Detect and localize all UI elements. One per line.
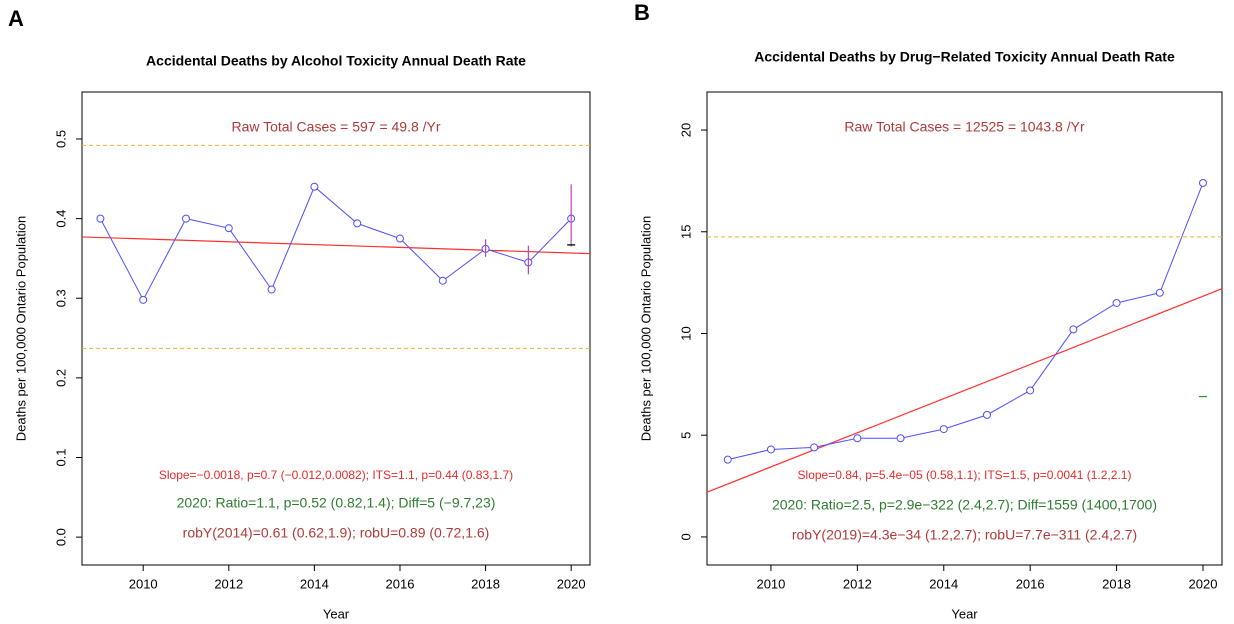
data-point (1069, 325, 1078, 334)
annotation: robY(2019)=4.3e−34 (1.2,2.7); robU=7.7e−… (792, 527, 1137, 543)
annotation: Raw Total Cases = 597 = 49.8 /Yr (231, 119, 440, 135)
trend-line (706, 288, 1223, 493)
plot-frame (81, 91, 591, 566)
panel-label: A (8, 6, 24, 31)
annotation: Slope=0.84, p=5.4e−05 (0.58,1.1); ITS=1.… (798, 468, 1132, 482)
panel-label: B (634, 0, 650, 25)
data-point (896, 434, 905, 443)
data-point (395, 234, 404, 243)
x-tick-label: 2020 (557, 576, 586, 591)
y-axis-label: Deaths per 100,000 Ontario Population (13, 216, 28, 442)
y-tick-label: 0.2 (53, 369, 68, 387)
data-point (1112, 298, 1121, 307)
data-point (766, 445, 775, 454)
data-point (723, 455, 732, 464)
data-point (982, 410, 991, 419)
x-axis-label: Year (323, 606, 350, 621)
trend-line (81, 236, 591, 255)
data-point (267, 285, 276, 294)
x-tick-label: 2012 (843, 576, 872, 591)
y-tick-label: 15 (678, 225, 693, 239)
data-point (310, 182, 319, 191)
y-tick-label: 0.5 (53, 130, 68, 148)
x-tick-label: 2018 (1102, 576, 1131, 591)
data-point (1198, 178, 1207, 187)
series-line (99, 185, 572, 301)
data-point (224, 224, 233, 233)
data-point (139, 295, 148, 304)
x-tick-label: 2014 (300, 576, 329, 591)
y-tick-label: 5 (678, 432, 693, 439)
x-tick-label: 2016 (1016, 576, 1045, 591)
series-line (727, 182, 1204, 461)
chart-title: Accidental Deaths by Drug−Related Toxici… (754, 49, 1175, 65)
x-tick-label: 2010 (756, 576, 785, 591)
x-tick-label: 2016 (386, 576, 415, 591)
chart-title: Accidental Deaths by Alcohol Toxicity An… (146, 53, 526, 69)
y-tick-label: 0.4 (53, 210, 68, 228)
x-tick-label: 2020 (1189, 576, 1218, 591)
y-tick-label: 20 (678, 123, 693, 137)
plot-frame (706, 91, 1223, 566)
data-point (939, 425, 948, 434)
x-tick-label: 2012 (214, 576, 243, 591)
x-tick-label: 2014 (929, 576, 958, 591)
x-tick-label: 2018 (471, 576, 500, 591)
annotation: 2020: Ratio=2.5, p=2.9e−322 (2.4,2.7); D… (772, 497, 1157, 513)
annotation: 2020: Ratio=1.1, p=0.52 (0.82,1.4); Diff… (177, 495, 496, 511)
y-axis-label: Deaths per 100,000 Ontario Population (638, 216, 653, 442)
data-point (353, 219, 362, 228)
data-point (853, 434, 862, 443)
x-tick-label: 2010 (129, 576, 158, 591)
data-point (181, 214, 190, 223)
data-point (810, 443, 819, 452)
y-tick-label: 0 (678, 533, 693, 540)
data-point (1026, 386, 1035, 395)
data-point (96, 214, 105, 223)
annotation: Slope=−0.0018, p=0.7 (−0.012,0.0082); IT… (159, 468, 513, 482)
y-tick-label: 0.1 (53, 448, 68, 466)
x-axis-label: Year (951, 606, 978, 621)
y-tick-label: 0.0 (53, 528, 68, 546)
data-point (1155, 288, 1164, 297)
y-tick-label: 10 (678, 326, 693, 340)
annotation: Raw Total Cases = 12525 = 1043.8 /Yr (844, 119, 1085, 135)
annotation: robY(2014)=0.61 (0.62,1.9); robU=0.89 (0… (183, 525, 490, 541)
data-point (438, 276, 447, 285)
y-tick-label: 0.3 (53, 289, 68, 307)
